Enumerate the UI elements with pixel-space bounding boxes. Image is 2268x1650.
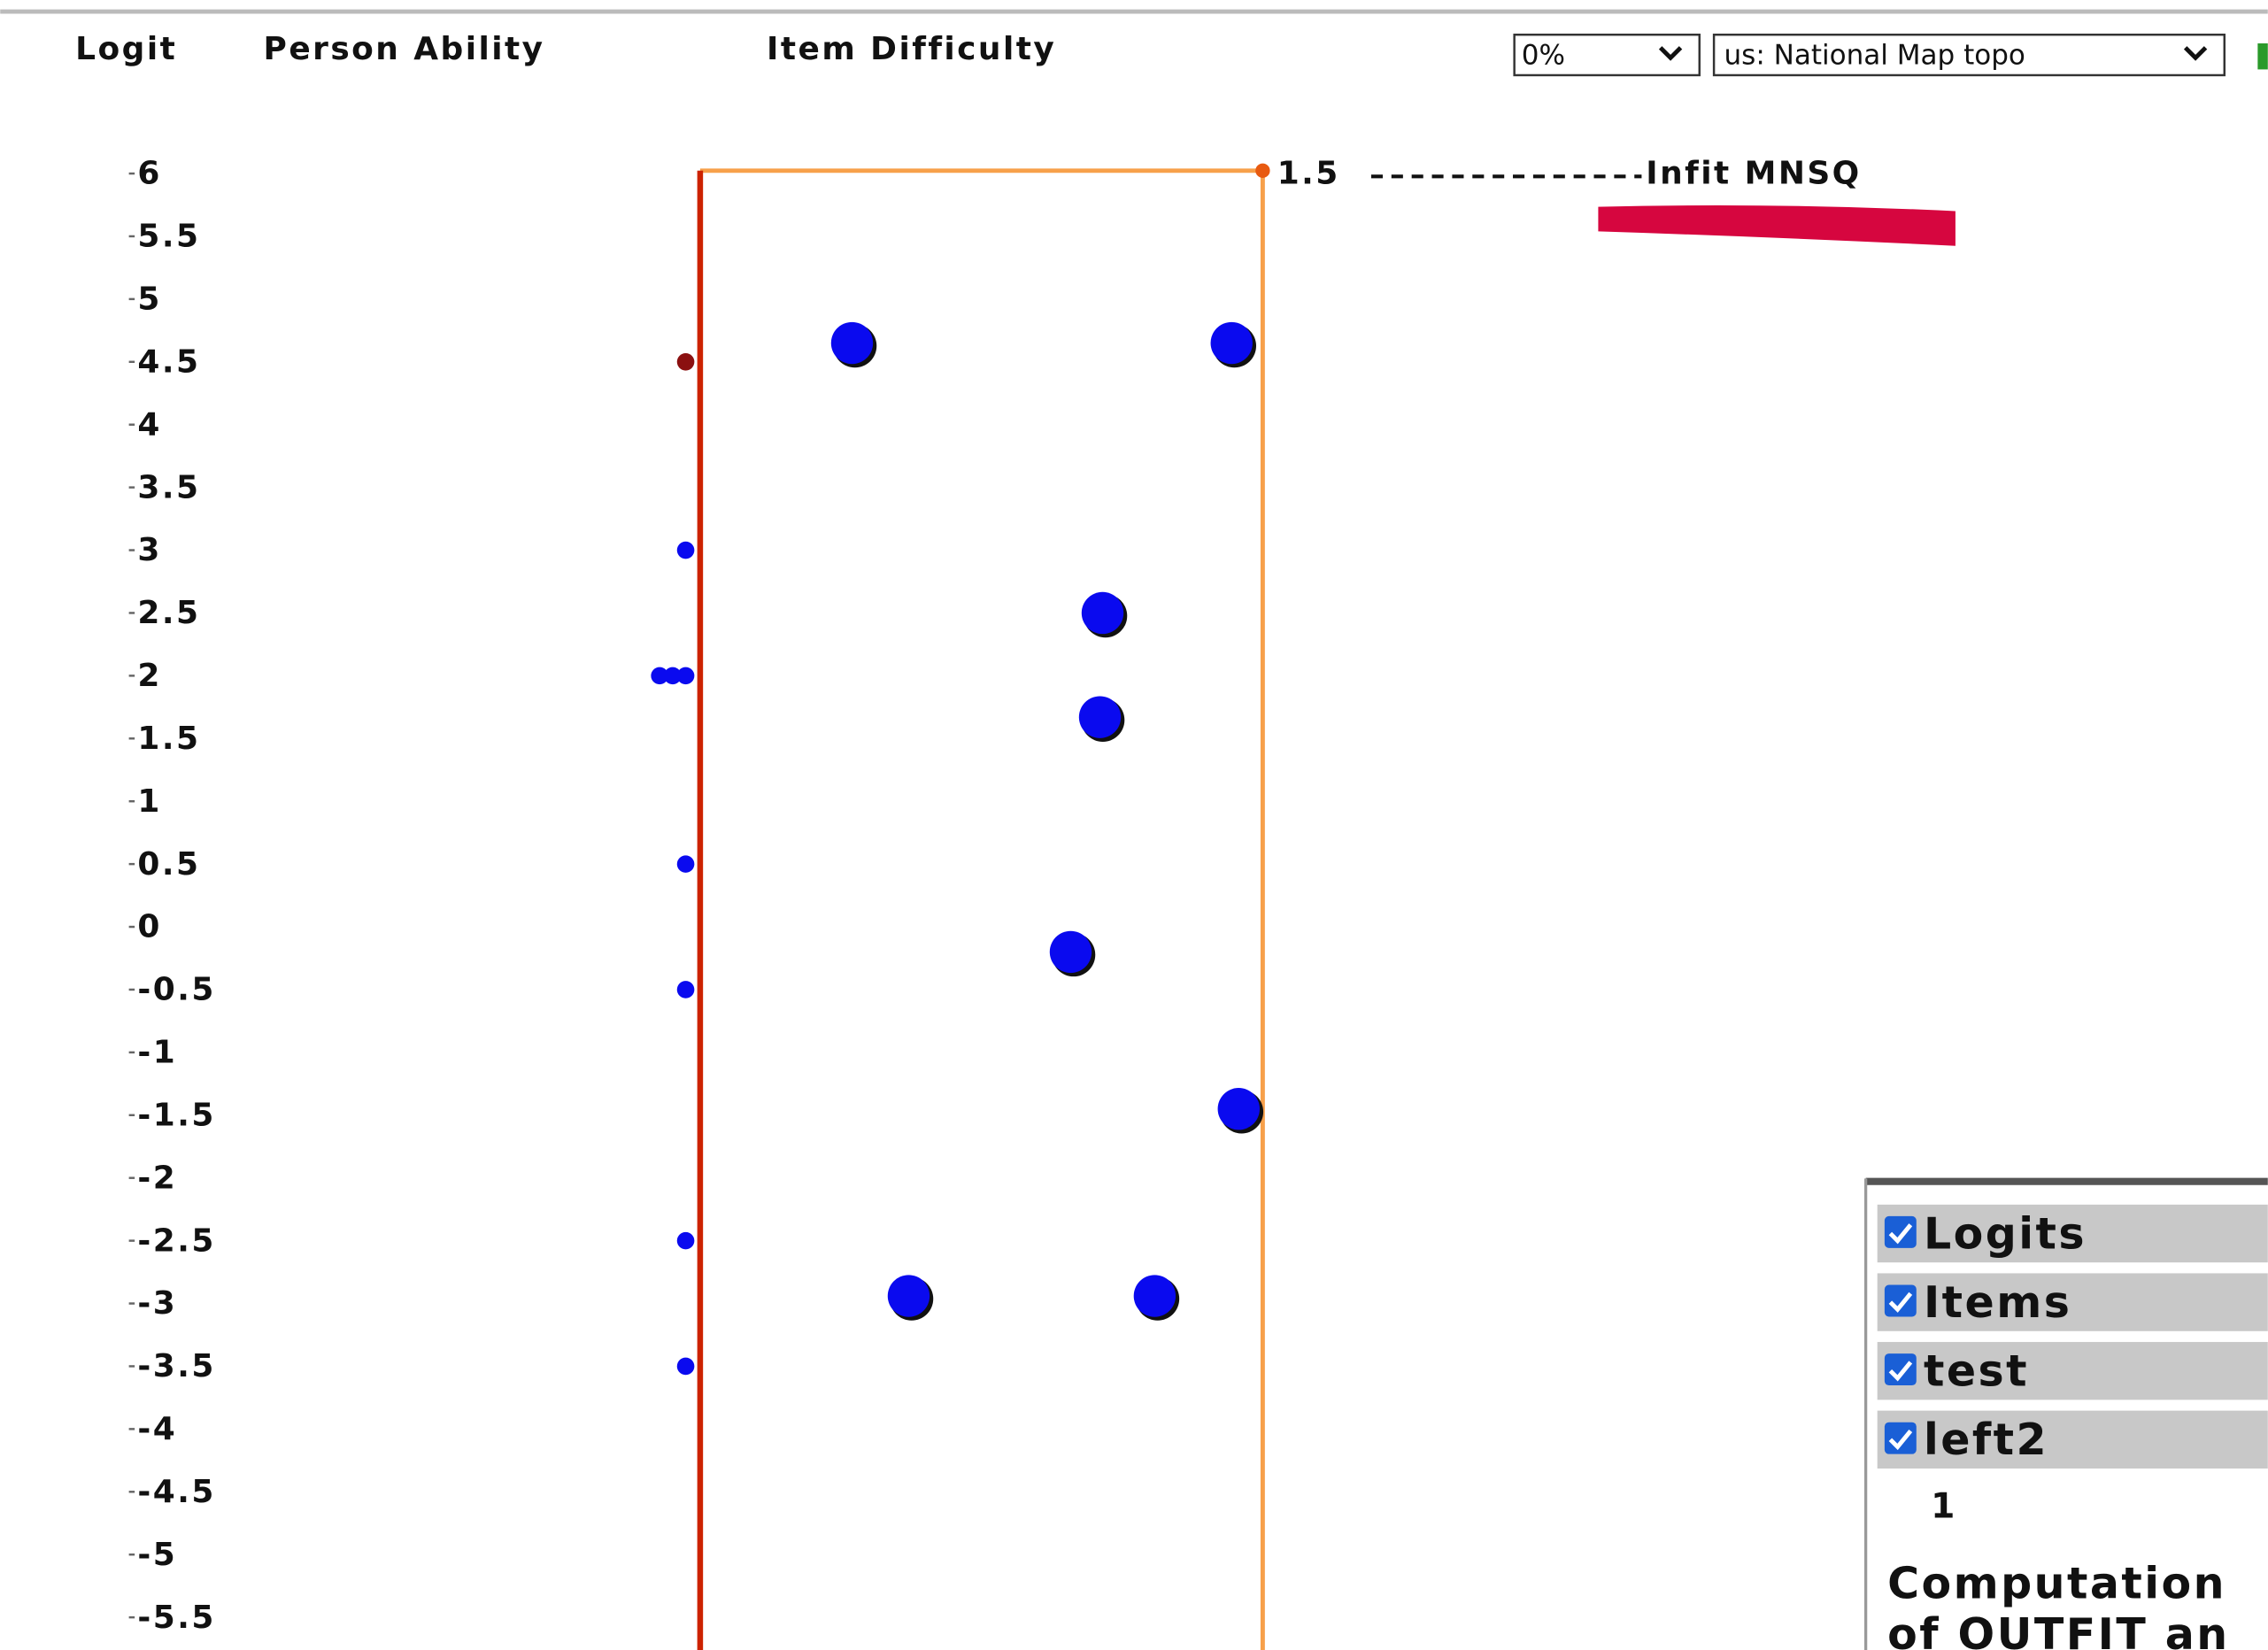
chevron [2183,46,2208,61]
checkmark [1888,1291,1913,1313]
y-tick-label: -4 [137,1411,177,1447]
y-tick-label: -1.5 [137,1097,215,1133]
y-tick-label: 5 [137,281,161,318]
x-tick [1255,163,1270,178]
y-tick-label: 1 [137,783,161,820]
checkmark [1888,1429,1913,1451]
layer-name[interactable]: Logits [1924,1208,2087,1259]
person-point [676,541,695,559]
y-tick-label: -2.5 [137,1222,215,1259]
layer-checkbox[interactable] [1884,1284,1917,1317]
layer-checkbox[interactable] [1884,1353,1917,1386]
y-tick-label: 1.5 [137,721,200,757]
layer-checkbox[interactable] [1884,1215,1917,1248]
item-point [1133,1275,1176,1317]
item-point [1049,930,1092,974]
y-tick-label: 4 [137,406,161,443]
item-point [1210,321,1253,365]
y-tick-label: -4.5 [137,1474,215,1510]
column-header: Item Difficulty [767,31,1056,67]
layer-count: 1 [1931,1486,1955,1526]
person-point [676,855,695,873]
y-tick-label: 3 [137,532,161,568]
y-tick-label: -3 [137,1285,177,1322]
select-value: us: National Map topo [1724,40,2025,72]
layer-row [1877,1273,2268,1331]
person-point [676,667,695,685]
layer-name[interactable]: Items [1924,1277,2071,1328]
layer-list: Logits Items test left2 [1877,1204,2268,1469]
description-line: Computation [1887,1559,2226,1609]
item-point [830,321,874,365]
checkmark [1888,1361,1913,1382]
y-tick-label: 3.5 [137,469,200,505]
x-tick-label: 1.5 [1277,156,1340,192]
person-point [664,667,682,685]
basemap-select[interactable]: us: National Map topo [1712,33,2226,77]
person-point [676,1231,695,1250]
toolbar-icon[interactable] [2257,43,2268,70]
y-tick-label: -5 [137,1537,177,1573]
y-tick-label: -0.5 [137,972,215,1008]
description-line: of OUTFIT an [1887,1609,2229,1650]
layer-name[interactable]: left2 [1924,1415,2048,1465]
item-point [1081,591,1124,635]
select-box[interactable] [1712,33,2226,77]
y-tick-label: -3.5 [137,1348,215,1384]
column-header: Person Ability [264,31,545,67]
layer-row [1877,1342,2268,1400]
item-point [1217,1088,1260,1130]
chevron [1658,46,1683,61]
checkmark [1888,1223,1913,1245]
y-tick-label: -1 [137,1035,177,1071]
person-point [676,981,695,998]
y-tick-label: 2.5 [137,595,200,631]
y-tick-label: 6 [137,156,161,192]
person-point [676,1357,695,1376]
y-tick-label: 2 [137,658,161,694]
opacity-select[interactable]: 0% [1513,33,1701,77]
layer-name[interactable]: test [1924,1345,2029,1396]
x-axis-label: Infit MNSQ [1646,156,1861,192]
highlight-stroke [1598,204,1956,246]
y-tick-label: 0.5 [137,846,200,883]
y-tick-label: -5.5 [137,1600,215,1636]
layer-checkbox[interactable] [1884,1422,1917,1454]
item-point [887,1275,930,1317]
select-value: 0% [1522,40,1565,72]
layer-row [1877,1204,2268,1263]
layer-panel: Logits Items test left2 1 Computation of OU… [1863,1177,2268,1650]
person-point [676,352,695,371]
y-tick-label: -2 [137,1160,177,1196]
column-header: Logit [75,31,177,67]
plot: 6 5.5 5 4.5 4 3.5 3 2.5 2 1.5 1 0.5 0 -0.5 -1 -1.5 -2 -2.… [128,156,1861,1650]
y-tick-label: 5.5 [137,219,200,255]
y-tick-label: 0 [137,909,161,945]
layer-row [1877,1410,2268,1469]
y-tick-label: 4.5 [137,343,200,380]
person-point [651,667,668,685]
item-point [1078,696,1122,738]
